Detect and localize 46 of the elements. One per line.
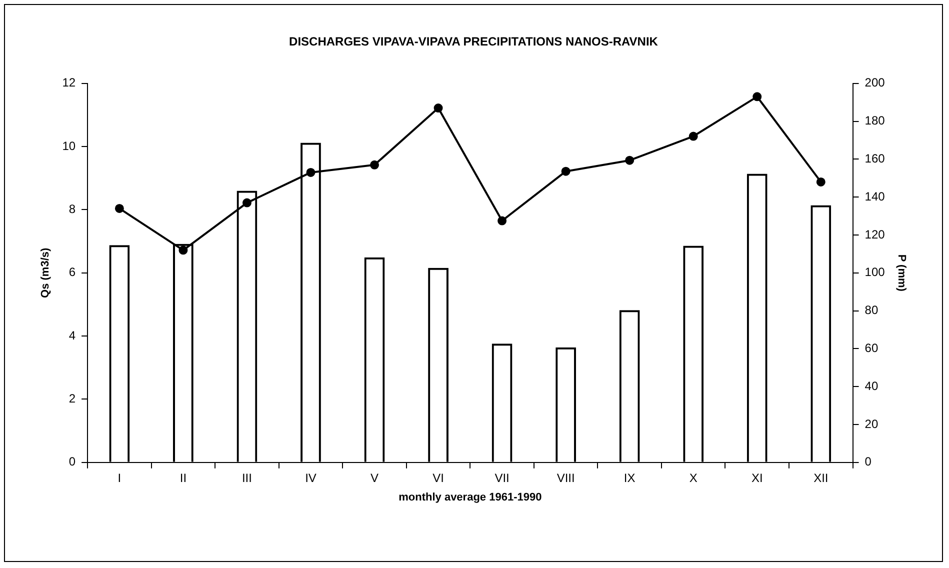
y2-tick-label: 40 bbox=[864, 378, 878, 393]
y2-tick-label: 140 bbox=[864, 189, 886, 204]
point bbox=[434, 104, 443, 113]
x-tick-label: V bbox=[370, 470, 379, 485]
y2-tick-label: 120 bbox=[864, 227, 886, 242]
x-tick-label: X bbox=[689, 470, 698, 485]
x-tick-label: IV bbox=[305, 470, 316, 485]
y-tick-label: 8 bbox=[68, 202, 76, 216]
y-tick-label: 6 bbox=[68, 265, 76, 280]
x-tick-label: I bbox=[118, 470, 122, 485]
x-tick-label: VI bbox=[432, 470, 444, 485]
x-tick-label: III bbox=[242, 470, 252, 485]
point bbox=[306, 168, 316, 177]
point bbox=[242, 198, 252, 208]
point bbox=[688, 132, 698, 141]
x-tick-label: XII bbox=[814, 470, 828, 485]
chart-title: DISCHARGES VIPAVA-VIPAVA PRECIPITATIONS NANOS-RAVNIK bbox=[289, 34, 658, 49]
y2-tick-label: 100 bbox=[864, 265, 886, 280]
point bbox=[752, 92, 762, 102]
y2-tick-label: 20 bbox=[864, 416, 878, 431]
y2-tick-label: 160 bbox=[864, 152, 886, 166]
y-axis-title: Qs (m3/s) bbox=[40, 248, 52, 298]
x-tick-label: II bbox=[180, 470, 187, 485]
point bbox=[114, 204, 124, 213]
point bbox=[370, 160, 380, 170]
point bbox=[625, 156, 634, 165]
y-tick-label: 12 bbox=[62, 76, 76, 90]
y2-axis-title: P (mm) bbox=[895, 254, 908, 292]
x-tick-label: VII bbox=[494, 470, 510, 485]
y2-tick-label: 60 bbox=[864, 341, 878, 356]
point bbox=[178, 246, 188, 255]
y-tick-label: 10 bbox=[62, 138, 76, 153]
y-tick-label: 2 bbox=[68, 392, 76, 406]
point bbox=[816, 177, 826, 186]
y2-tick-label: 200 bbox=[864, 76, 886, 90]
x-axis-title: monthly average 1961-1990 bbox=[398, 491, 542, 504]
x-tick-label: IX bbox=[624, 470, 636, 485]
y2-tick-label: 0 bbox=[864, 454, 872, 469]
y-tick-label: 4 bbox=[68, 328, 76, 342]
y-tick-label: 0 bbox=[68, 454, 76, 469]
y2-tick-label: 80 bbox=[864, 303, 878, 318]
point bbox=[498, 216, 507, 226]
point bbox=[561, 166, 570, 176]
x-tick-label: XI bbox=[751, 470, 763, 485]
y2-tick-label: 180 bbox=[864, 114, 886, 128]
x-tick-label: VIII bbox=[556, 470, 575, 485]
